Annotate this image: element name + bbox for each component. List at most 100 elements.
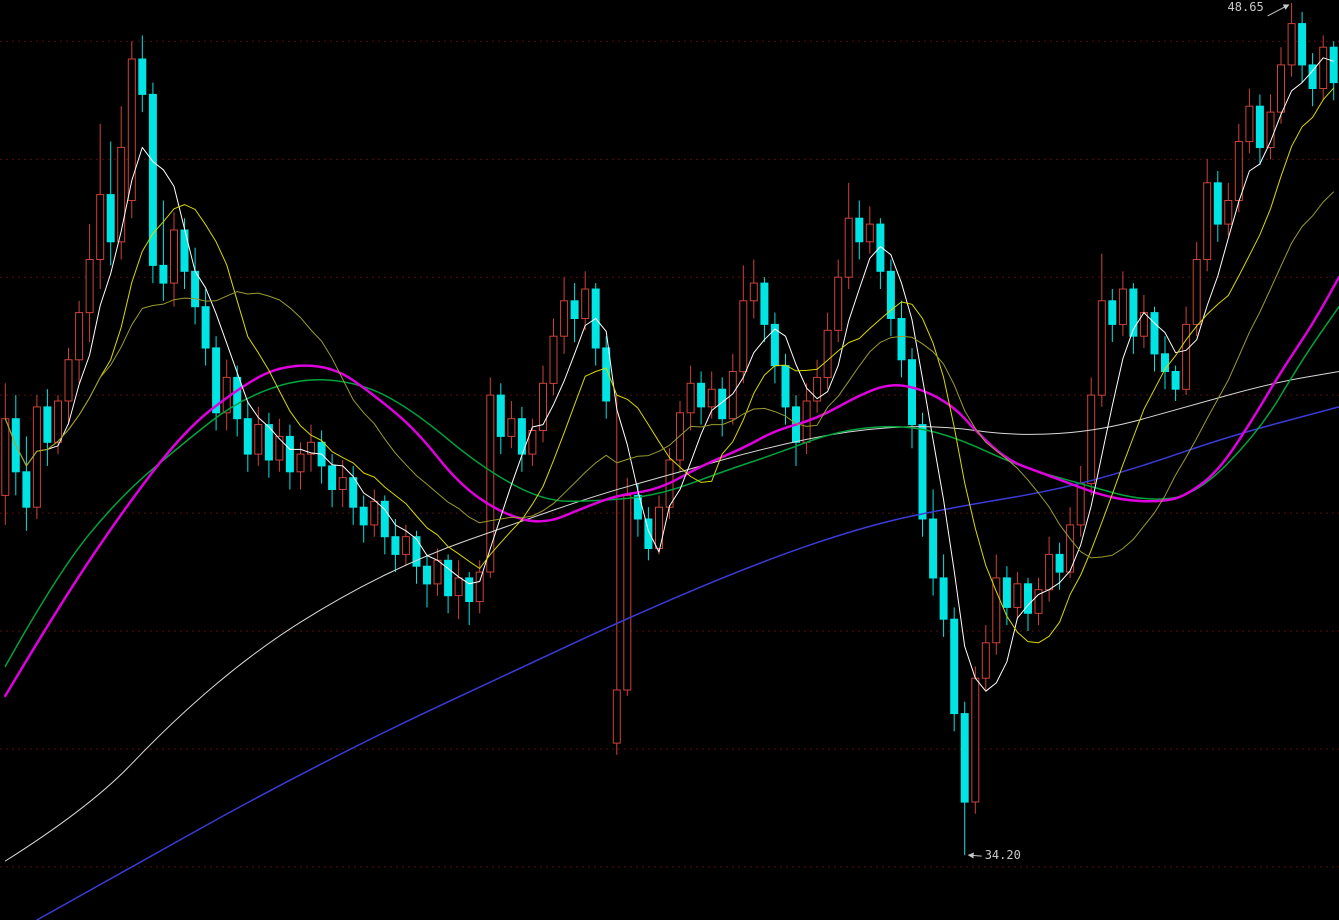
candle-body-down xyxy=(1161,353,1169,372)
candle-body-up xyxy=(486,394,495,573)
candle-body-up xyxy=(254,424,263,455)
candle-body-down xyxy=(391,536,400,555)
candle-body-up xyxy=(581,288,590,319)
candle-body-down xyxy=(43,406,52,443)
low-annotation-arrow xyxy=(967,852,982,859)
candle-body-down xyxy=(908,359,916,426)
candle-body-down xyxy=(138,58,147,95)
candle-body-up xyxy=(507,418,516,437)
candle-body-up xyxy=(1118,288,1127,325)
candle-body-down xyxy=(633,494,642,520)
candle-body-up xyxy=(170,229,178,284)
candle-body-up xyxy=(475,571,484,603)
candle-body-down xyxy=(359,506,368,526)
candle-body-up xyxy=(1066,524,1075,573)
candle-body-down xyxy=(191,270,200,308)
candle-body-up xyxy=(834,276,843,331)
candle-body-up xyxy=(96,194,105,261)
candle-body-down xyxy=(1329,46,1338,84)
candle-body-down xyxy=(423,565,431,585)
explicit-ma-lines-group xyxy=(4,275,1339,920)
candle-body-up xyxy=(433,559,442,585)
candle-body-down xyxy=(886,270,895,319)
candle-body-up xyxy=(32,406,41,508)
candle-body-up xyxy=(85,259,94,314)
candle-body-up xyxy=(296,453,305,473)
candle-body-up xyxy=(1203,182,1212,260)
candle-body-down xyxy=(718,388,727,420)
candle-body-down xyxy=(180,229,189,272)
candle-body-up xyxy=(1013,583,1022,608)
ma-line-ma10 xyxy=(4,87,1335,644)
candle-body-up xyxy=(813,376,822,402)
candle-body-down xyxy=(380,500,389,538)
high-annotation-arrow xyxy=(1267,4,1290,17)
candle-body-down xyxy=(876,223,885,272)
candle-body-up xyxy=(454,577,463,597)
candle-body-up xyxy=(1277,64,1285,113)
candle-body-down xyxy=(1055,553,1064,573)
ma-long-blue xyxy=(36,406,1339,920)
candle-body-up xyxy=(1192,259,1201,325)
candle-body-down xyxy=(349,477,358,508)
candle-body-down xyxy=(760,282,769,325)
candle-body-up xyxy=(560,300,569,337)
candle-body-down xyxy=(918,424,927,520)
candle-body-down xyxy=(201,306,210,349)
candle-body-down xyxy=(644,518,653,549)
candle-body-down xyxy=(929,518,938,579)
candle-body-up xyxy=(844,217,853,278)
candle-body-up xyxy=(528,430,537,455)
ma-mid-magenta xyxy=(4,275,1339,698)
candle-body-down xyxy=(444,559,453,597)
candle-body-down xyxy=(106,194,115,243)
candle-body-up xyxy=(54,400,62,443)
candle-body-up xyxy=(75,312,84,361)
candle-body-down xyxy=(1298,23,1307,66)
candle-body-up xyxy=(1245,105,1254,143)
candle-body-up xyxy=(823,329,832,378)
candle-body-up xyxy=(1,418,10,496)
candle-body-down xyxy=(897,318,906,361)
candle-body-down xyxy=(22,471,31,508)
candle-body-up xyxy=(981,642,990,679)
candle-body-up xyxy=(623,494,632,691)
candle-body-down xyxy=(1108,300,1117,325)
candle-body-down xyxy=(1129,288,1138,337)
candle-body-up xyxy=(1097,300,1106,396)
candle-body-down xyxy=(950,618,959,715)
ma-long-white xyxy=(4,371,1339,862)
candle-body-down xyxy=(264,424,273,461)
candle-body-up xyxy=(749,282,758,302)
candle-body-up xyxy=(1266,111,1275,148)
candle-body-up xyxy=(739,300,748,373)
candle-body-down xyxy=(148,93,157,266)
candle-body-down xyxy=(1171,371,1180,390)
candle-body-down xyxy=(570,300,579,319)
candle-body-up xyxy=(1087,394,1096,485)
candle-body-down xyxy=(1150,312,1159,355)
candle-body-up xyxy=(370,500,379,526)
candle-body-down xyxy=(939,577,948,620)
candle-body-up xyxy=(275,435,284,461)
candle-body-down xyxy=(855,217,864,243)
computed-ma-lines-group xyxy=(4,57,1335,692)
candle-body-up xyxy=(1234,141,1243,201)
candle-body-up xyxy=(539,382,547,431)
candle-body-up xyxy=(728,371,737,420)
candle-body-up xyxy=(612,689,621,744)
candle-body-down xyxy=(781,365,790,408)
candle-body-down xyxy=(1024,583,1032,614)
candle-body-down xyxy=(496,394,505,437)
candle-body-down xyxy=(159,264,168,284)
candle-body-up xyxy=(1034,589,1043,614)
candle-body-up xyxy=(127,58,136,201)
candle-body-up xyxy=(338,477,347,491)
candle-body-down xyxy=(1255,105,1264,148)
candle-body-down xyxy=(465,577,474,603)
candle-body-down xyxy=(243,418,252,455)
candle-body-up xyxy=(549,335,558,384)
candle-body-up xyxy=(117,146,126,243)
